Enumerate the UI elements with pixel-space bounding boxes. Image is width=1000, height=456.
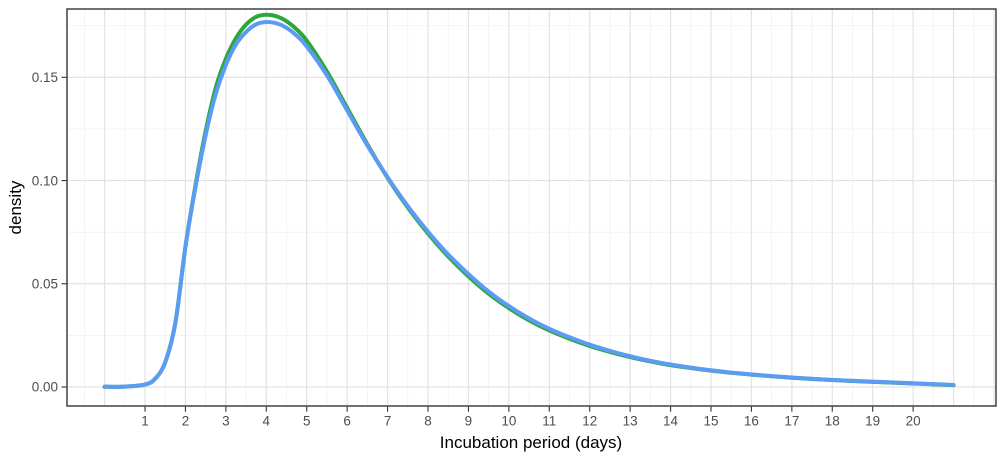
x-tick-label: 3 — [222, 414, 230, 429]
x-tick-label: 10 — [501, 414, 516, 429]
x-tick-label: 20 — [906, 414, 921, 429]
grid-layer — [67, 9, 996, 406]
y-axis-title: density — [6, 180, 25, 234]
x-tick-label: 5 — [303, 414, 311, 429]
x-tick-label: 14 — [663, 414, 679, 429]
y-tick-label: 0.10 — [32, 173, 58, 188]
tick-label-layer: 1 2 3 4 5 6 7 8 9 10 11 12 13 14 15 16 17 18 19 200.000.050… — [32, 70, 921, 428]
x-axis-title: Incubation period (days) — [440, 433, 622, 452]
x-tick-label: 7 — [384, 414, 392, 429]
tick-layer — [61, 76, 914, 412]
blue-density-curve — [102, 19, 956, 389]
panel-border-layer — [66, 8, 997, 407]
x-tick-label: 13 — [623, 414, 638, 429]
x-tick-label: 15 — [703, 414, 718, 429]
panel-background — [67, 9, 996, 406]
x-tick-label: 1 — [141, 414, 149, 429]
x-tick-label: 12 — [582, 414, 597, 429]
x-tick-label: 19 — [865, 414, 880, 429]
panel-border — [66, 8, 997, 407]
x-tick-label: 6 — [343, 414, 351, 429]
x-tick-label: 8 — [424, 414, 432, 429]
x-tick-label: 11 — [542, 414, 556, 429]
series-layer — [102, 12, 956, 389]
x-tick-label: 17 — [784, 414, 799, 429]
y-tick-label: 0.15 — [32, 70, 58, 85]
x-tick-label: 18 — [825, 414, 840, 429]
y-tick-label: 0.05 — [32, 276, 58, 291]
x-tick-label: 9 — [465, 414, 473, 429]
x-tick-label: 4 — [263, 414, 271, 429]
y-tick-label: 0.00 — [32, 380, 58, 395]
x-tick-label: 16 — [744, 414, 759, 429]
x-tick-label: 2 — [182, 414, 190, 429]
